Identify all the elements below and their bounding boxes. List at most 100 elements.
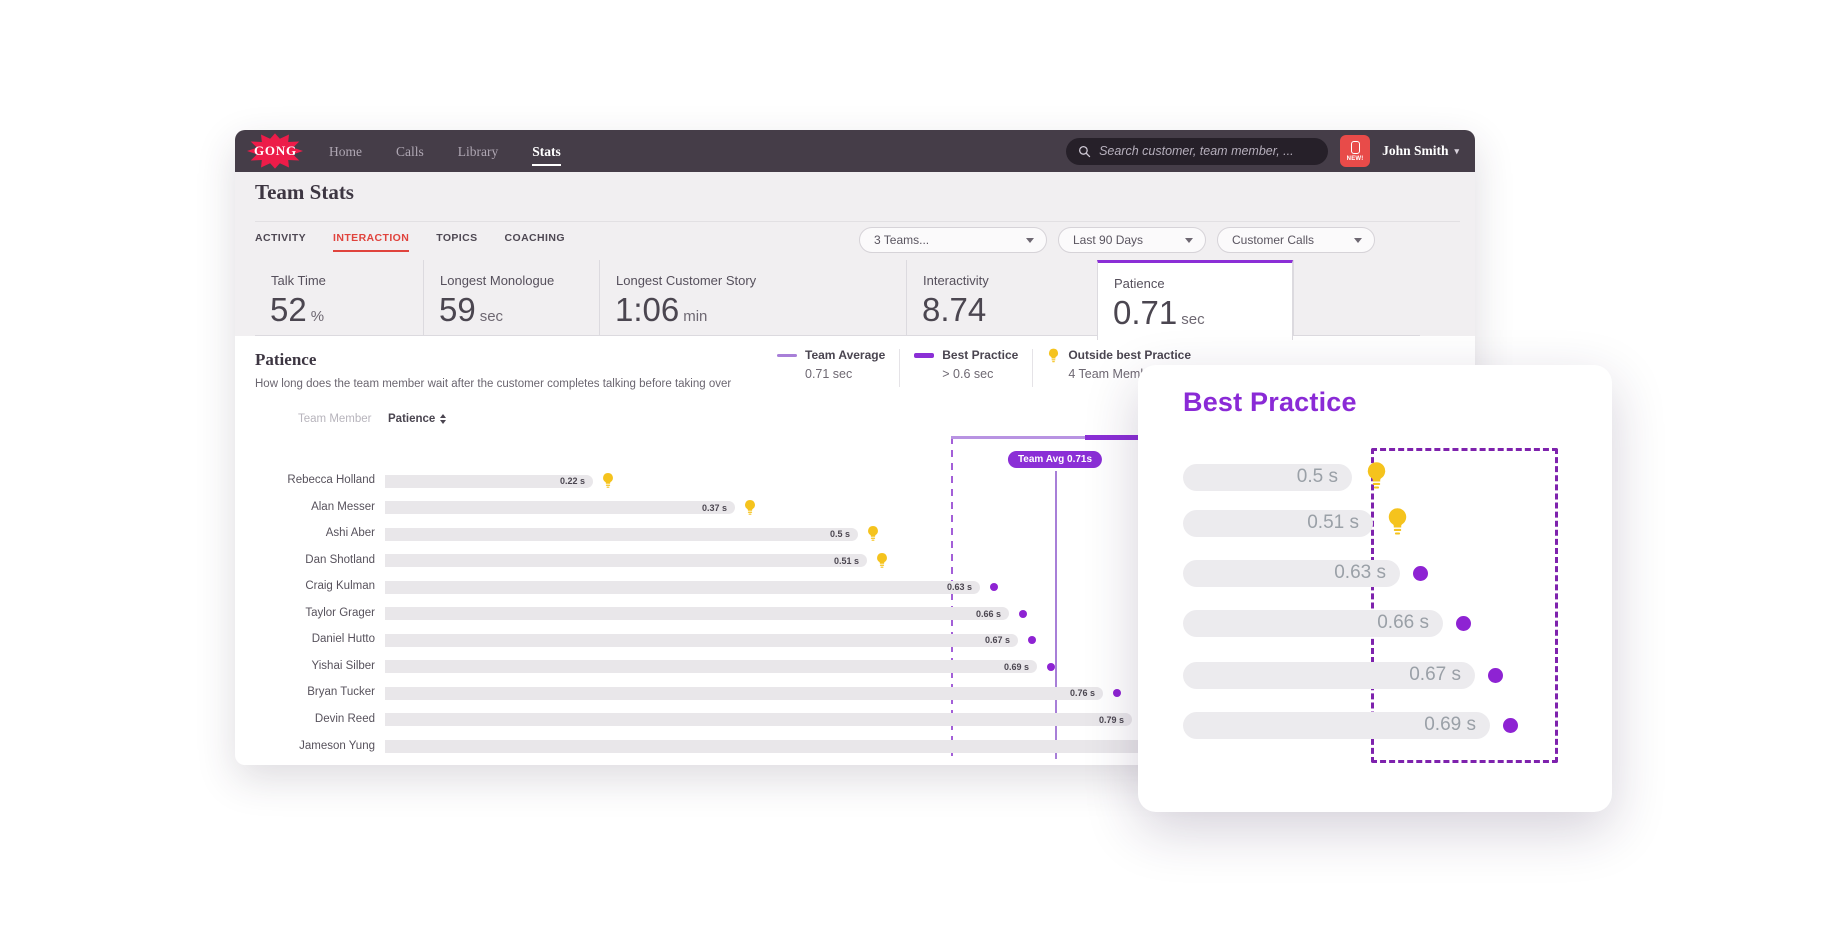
legend-texts: Best Practice > 0.6 sec bbox=[942, 348, 1018, 381]
sort-icon bbox=[440, 414, 447, 425]
nav-item-calls[interactable]: Calls bbox=[396, 144, 424, 159]
metric-label: Longest Monologue bbox=[440, 273, 555, 288]
starburst-shape bbox=[247, 133, 303, 169]
metric-card-empty bbox=[1293, 260, 1420, 336]
search-bar[interactable]: Search customer, team member, ... bbox=[1066, 137, 1329, 165]
navbar-right: Search customer, team member, ... NEW! J… bbox=[1066, 135, 1459, 167]
filter-value: Customer Calls bbox=[1232, 233, 1315, 247]
within-best-practice-dot bbox=[1019, 609, 1027, 618]
legend-item-team-average: Team Average 0.71 sec bbox=[763, 348, 899, 381]
patience-bar-jameson-yung bbox=[385, 740, 1163, 753]
chevron-down-icon: ▾ bbox=[1454, 145, 1459, 156]
lightbulb-icon bbox=[1047, 348, 1060, 381]
patience-bar-daniel-hutto: 0.67 s bbox=[385, 633, 1018, 647]
date-range-filter[interactable]: Last 90 Days bbox=[1058, 227, 1206, 253]
within-best-practice-dot bbox=[1413, 565, 1428, 581]
best-practice-marker-segment bbox=[1085, 435, 1139, 440]
metric-unit: sec bbox=[479, 308, 504, 325]
team-member-label: Alan Messer bbox=[311, 500, 375, 513]
metric-value: 1:06 min bbox=[615, 291, 906, 329]
stats-tabs: ACTIVITY INTERACTION TOPICS COACHING bbox=[255, 232, 565, 252]
tab-topics[interactable]: TOPICS bbox=[436, 232, 478, 244]
legend-texts: Team Average 0.71 sec bbox=[805, 348, 885, 381]
bar-value-label: 0.51 s bbox=[833, 555, 859, 566]
bar-value-label: 0.63 s bbox=[1334, 562, 1386, 583]
call-type-filter[interactable]: Customer Calls bbox=[1217, 227, 1375, 253]
filter-value: Last 90 Days bbox=[1073, 233, 1144, 247]
metric-number: 8.74 bbox=[922, 291, 987, 328]
bar-value-label: 0.67 s bbox=[984, 635, 1010, 646]
bar-value-label: 0.69 s bbox=[1424, 714, 1476, 735]
team-member-label: Taylor Grager bbox=[305, 606, 375, 619]
within-best-practice-dot bbox=[1028, 636, 1036, 645]
nav-item-home[interactable]: Home bbox=[329, 144, 362, 159]
top-navbar: GONG Home Calls Library Stats Search custom… bbox=[235, 130, 1475, 172]
bar-value-label: 0.51 s bbox=[1307, 512, 1359, 533]
metric-number: 52 bbox=[270, 291, 307, 328]
best-practice-zone-top-line bbox=[951, 436, 1139, 439]
user-name: John Smith bbox=[1382, 143, 1449, 158]
metric-value: 52% bbox=[270, 291, 423, 329]
chevron-down-icon bbox=[1185, 237, 1193, 243]
main-nav: Home Calls Library Stats bbox=[329, 131, 561, 171]
metric-card-longest-customer-story[interactable]: Longest Customer Story 1:06 min bbox=[599, 260, 906, 336]
bar-value-label: 0.63 s bbox=[946, 582, 972, 593]
team-member-label: Ashi Aber bbox=[325, 527, 375, 540]
lightbulb-icon bbox=[1385, 507, 1410, 538]
tab-coaching[interactable]: COACHING bbox=[504, 232, 565, 244]
team-member-label: Craig Kulman bbox=[305, 580, 375, 593]
bar-value-label: 0.69 s bbox=[1003, 661, 1029, 672]
best-practice-bar: 0.51 s bbox=[1183, 509, 1373, 537]
bar-value-label: 0.5 s bbox=[829, 529, 850, 540]
team-average-badge: Team Avg 0.71s bbox=[1007, 451, 1103, 468]
metric-card-longest-monologue[interactable]: Longest Monologue 59 sec bbox=[423, 260, 599, 336]
best-practice-bar: 0.67 s bbox=[1183, 661, 1475, 689]
legend-label: Team Average bbox=[805, 348, 886, 362]
metric-number: 0.71 bbox=[1113, 294, 1178, 331]
metric-label: Interactivity bbox=[923, 273, 989, 288]
teams-filter[interactable]: 3 Teams... bbox=[859, 227, 1047, 253]
metric-card-patience[interactable]: Patience 0.71 sec bbox=[1097, 260, 1293, 340]
phone-icon bbox=[1350, 140, 1360, 154]
legend-label: Best Practice bbox=[942, 348, 1019, 362]
tab-interaction[interactable]: INTERACTION bbox=[333, 232, 410, 252]
metric-label: Patience bbox=[1114, 276, 1165, 291]
nav-item-library[interactable]: Library bbox=[457, 144, 499, 159]
best-practice-card: Best Practice 0.5 s 0.51 s 0.63 s 0.66 s 0.6… bbox=[1138, 365, 1612, 812]
column-header-patience-label: Patience bbox=[388, 413, 436, 425]
patience-bar-dan-shotland: 0.51 s bbox=[385, 554, 867, 568]
patience-bar-rebecca-holland: 0.22 s bbox=[385, 474, 593, 488]
within-best-practice-dot bbox=[1456, 615, 1471, 631]
whats-new-button[interactable]: NEW! bbox=[1340, 135, 1371, 167]
within-best-practice-dot bbox=[990, 583, 998, 592]
chevron-down-icon bbox=[1026, 237, 1034, 243]
bar-value-label: 0.37 s bbox=[701, 502, 727, 513]
filter-bar: 3 Teams... Last 90 Days Customer Calls bbox=[859, 227, 1375, 253]
user-menu[interactable]: John Smith ▾ bbox=[1382, 143, 1459, 159]
best-practice-bar: 0.63 s bbox=[1183, 559, 1400, 587]
bar-value-label: 0.22 s bbox=[559, 476, 585, 486]
metric-number: 1:06 bbox=[615, 291, 680, 328]
patience-bar-ashi-aber: 0.5 s bbox=[385, 527, 858, 541]
gong-app-window: GONG Home Calls Library Stats Search custom… bbox=[235, 130, 1475, 765]
within-best-practice-dot bbox=[1503, 717, 1518, 733]
patience-bar-alan-messer: 0.37 s bbox=[385, 501, 735, 515]
gong-logo[interactable]: GONG bbox=[247, 133, 303, 169]
team-member-label: Daniel Hutto bbox=[311, 633, 375, 646]
tab-activity[interactable]: ACTIVITY bbox=[255, 232, 307, 244]
nav-item-stats[interactable]: Stats bbox=[532, 131, 561, 171]
chevron-down-icon bbox=[1354, 237, 1362, 243]
patience-bar-devin-reed: 0.79 s bbox=[385, 713, 1132, 727]
column-header-patience-sort[interactable]: Patience bbox=[388, 413, 447, 425]
bar-value-label: 0.66 s bbox=[975, 608, 1001, 619]
metric-card-talk-time[interactable]: Talk Time 52% bbox=[255, 260, 423, 336]
legend-divider bbox=[1032, 349, 1034, 387]
metric-card-interactivity[interactable]: Interactivity 8.74 bbox=[906, 260, 1097, 336]
team-average-line bbox=[1055, 471, 1057, 759]
best-practice-swatch bbox=[914, 353, 935, 358]
legend-label: Outside best Practice bbox=[1068, 348, 1192, 362]
metric-unit: sec bbox=[1181, 311, 1205, 328]
metric-value: 0.71 sec bbox=[1113, 294, 1292, 332]
metric-value: 59 sec bbox=[439, 291, 599, 329]
lightbulb-icon bbox=[601, 472, 615, 490]
